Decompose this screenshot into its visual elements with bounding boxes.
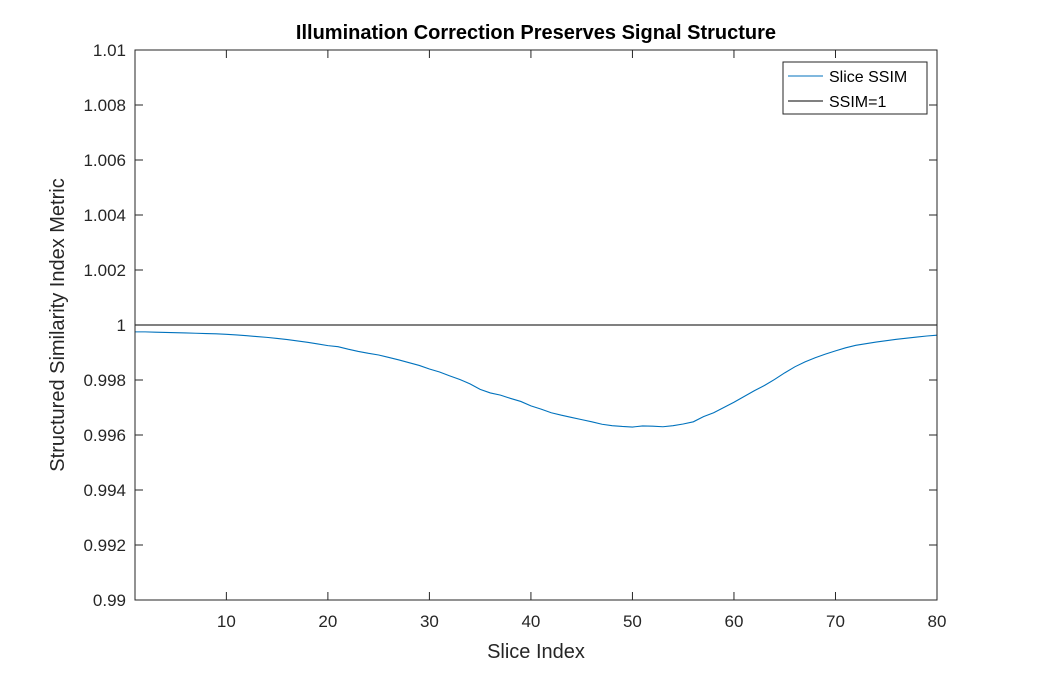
x-tick-label: 70 [826, 612, 845, 631]
x-tick-label: 10 [217, 612, 236, 631]
y-tick-label: 0.994 [83, 481, 126, 500]
x-tick-label: 20 [318, 612, 337, 631]
chart-title: Illumination Correction Preserves Signal… [296, 22, 776, 44]
series-line-slice-ssim [135, 331, 938, 428]
y-tick-label: 0.99 [93, 591, 126, 610]
plot-frame [134, 49, 938, 601]
tick-labels-layer: 10 20 30 40 50 60 70 80 0.99 0.992 0.994 0.996 0.998… [83, 41, 946, 631]
y-tick-label: 1.01 [93, 41, 126, 60]
y-tick-label: 1 [117, 316, 126, 335]
x-tick-label: 30 [420, 612, 439, 631]
x-tick-label: 80 [928, 612, 947, 631]
y-axis-label: Structured Similarity Index Metric [47, 178, 69, 471]
x-tick-label: 40 [521, 612, 540, 631]
y-tick-label: 0.992 [83, 536, 126, 555]
y-tick-label: 1.002 [83, 261, 126, 280]
x-tick-label: 60 [725, 612, 744, 631]
legend-box [782, 61, 928, 115]
legend-label: SSIM=1 [829, 94, 886, 111]
y-tick-label: 0.996 [83, 426, 126, 445]
y-tick-label: 1.004 [83, 206, 126, 225]
y-tick-label: 1.006 [83, 151, 126, 170]
x-axis-label: Slice Index [487, 641, 585, 663]
y-tick-label: 1.008 [83, 96, 126, 115]
legend: Slice SSIM SSIM=1 [782, 61, 928, 115]
x-tick-label: 50 [623, 612, 642, 631]
y-tick-label: 0.998 [83, 371, 126, 390]
series-layer [135, 324, 938, 428]
legend-label: Slice SSIM [829, 69, 907, 86]
